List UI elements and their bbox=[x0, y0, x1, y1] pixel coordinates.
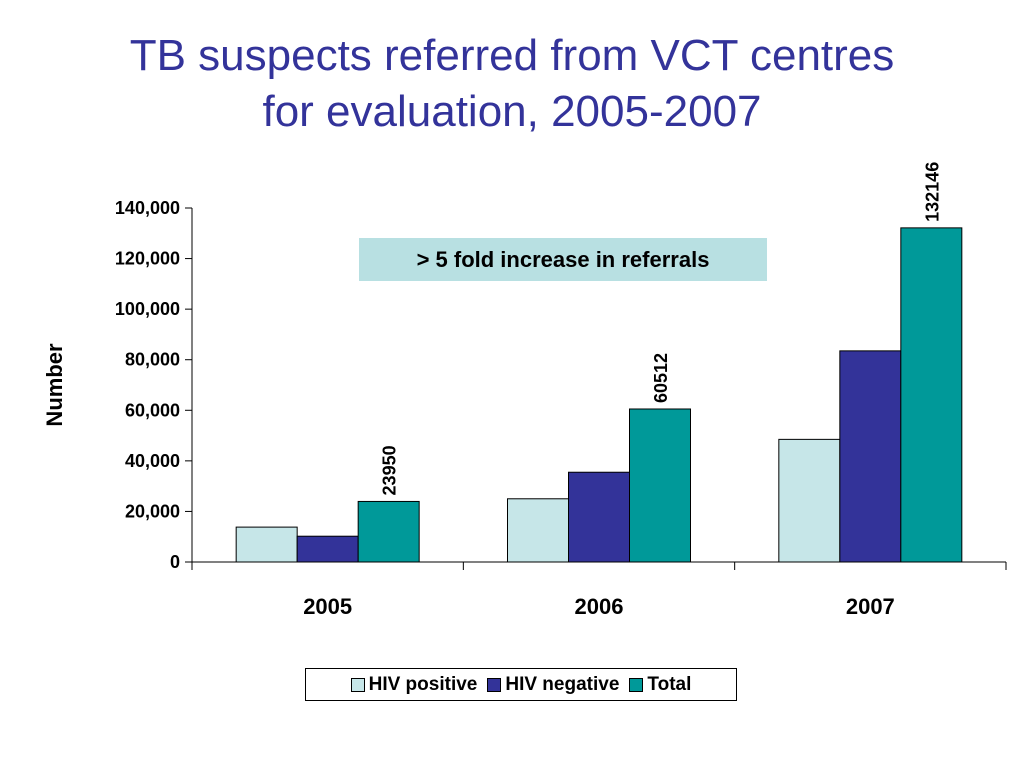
y-tick-label: 20,000 bbox=[125, 501, 180, 521]
legend-swatch-hiv-positive bbox=[350, 677, 365, 692]
bar bbox=[568, 471, 630, 563]
bar bbox=[235, 526, 298, 563]
y-tick-label: 80,000 bbox=[125, 350, 180, 370]
legend-label-hiv-positive: HIV positive bbox=[368, 673, 478, 695]
data-label: 60512 bbox=[651, 353, 671, 403]
y-axis: 0 20,000 40,000 60,000 80,000 100,000 120,000 1… bbox=[115, 198, 193, 572]
chart-title-line2: for evaluation, 2005-2007 bbox=[262, 87, 762, 136]
bar bbox=[357, 500, 420, 563]
x-tick-label: 2007 bbox=[846, 594, 895, 619]
legend: HIV positive HIV negative Total bbox=[305, 668, 737, 701]
data-label: 132146 bbox=[922, 162, 942, 222]
legend-swatch-total bbox=[629, 677, 644, 692]
legend-label-hiv-negative: HIV negative bbox=[505, 673, 620, 695]
bar bbox=[839, 350, 902, 563]
legend-item-hiv-positive: HIV positive bbox=[350, 673, 478, 696]
y-tick-label: 40,000 bbox=[125, 451, 180, 471]
y-tick-label: 120,000 bbox=[115, 249, 180, 269]
data-labels: 23950 60512 132146 bbox=[380, 162, 943, 496]
y-tick-label: 140,000 bbox=[115, 198, 180, 218]
legend-swatch-hiv-negative bbox=[487, 677, 502, 692]
x-axis: 2005 2006 2007 bbox=[191, 561, 1007, 619]
chart-title-line1: TB suspects referred from VCT centres bbox=[129, 31, 895, 80]
bar bbox=[778, 438, 841, 563]
bars bbox=[235, 227, 963, 563]
annotation-box: > 5 fold increase in referrals bbox=[359, 238, 767, 281]
y-tick-label: 0 bbox=[170, 552, 180, 572]
x-tick-label: 2005 bbox=[303, 594, 352, 619]
bar bbox=[900, 227, 963, 563]
legend-item-hiv-negative: HIV negative bbox=[487, 674, 619, 696]
bar bbox=[507, 498, 569, 563]
y-tick-label: 100,000 bbox=[115, 299, 180, 319]
legend-label-total: Total bbox=[647, 673, 692, 695]
y-axis-label: Number bbox=[42, 343, 67, 427]
bar bbox=[296, 535, 359, 563]
chart-title: TB suspects referred from VCT centres fo… bbox=[0, 28, 1024, 140]
bar bbox=[629, 408, 691, 563]
data-label: 23950 bbox=[380, 445, 400, 495]
y-tick-label: 60,000 bbox=[125, 400, 180, 420]
x-tick-label: 2006 bbox=[575, 594, 624, 619]
legend-item-total: Total bbox=[629, 674, 691, 696]
